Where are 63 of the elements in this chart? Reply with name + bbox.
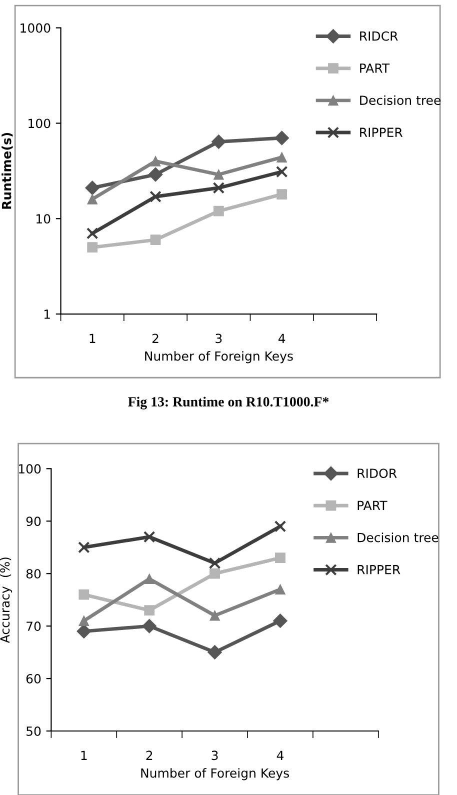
point [143, 530, 156, 543]
point [144, 574, 155, 584]
point [276, 166, 288, 178]
point [275, 584, 286, 595]
point [150, 156, 161, 166]
y-tick-label: 10 [36, 214, 50, 224]
point [87, 242, 98, 253]
x-tick-label: 4 [276, 750, 284, 760]
point [87, 194, 98, 204]
x-tick-label: 3 [212, 750, 218, 760]
point [210, 610, 220, 621]
y-tick-label: 80 [26, 569, 41, 579]
y-tick-label: 50 [26, 726, 41, 736]
point [210, 568, 220, 579]
point [150, 190, 162, 203]
y-tick-label: 100 [28, 118, 50, 128]
legend-label: RIPPER [360, 128, 403, 137]
point [208, 645, 222, 660]
point [208, 557, 221, 570]
point [211, 134, 226, 149]
point [78, 589, 90, 600]
legend-label: RIPPER [358, 565, 400, 574]
x-tick-label: 3 [216, 334, 222, 344]
caption: Fig 13: Runtime on R10.T1000.F* [128, 396, 329, 410]
point [213, 169, 224, 180]
point [274, 130, 290, 146]
point [213, 206, 224, 216]
point [148, 167, 163, 182]
x-tick-label: 2 [152, 334, 158, 343]
point [142, 618, 157, 634]
point [275, 552, 286, 564]
point [76, 624, 92, 639]
legend-label: PART [358, 500, 388, 510]
x-axis-title: Number of Foreign Keys [145, 351, 293, 364]
y-tick-label: 90 [26, 516, 41, 526]
point [144, 605, 155, 616]
legend-label: PART [360, 64, 390, 73]
x-tick-label: 2 [146, 750, 152, 760]
y-tick-label: 100 [18, 464, 41, 474]
x-tick-label: 1 [81, 750, 87, 760]
y-tick-label: 1 [44, 310, 50, 319]
x-tick-label: 4 [278, 334, 286, 343]
y-tick-label: 1000 [20, 23, 50, 33]
point [212, 182, 225, 194]
point [85, 180, 100, 196]
y-tick-label: 70 [26, 622, 41, 631]
legend-label: Decision tree [358, 532, 438, 542]
point [276, 152, 288, 162]
legend-label: Decision tree [360, 95, 441, 105]
point [274, 520, 286, 532]
point [276, 189, 288, 200]
point [273, 614, 288, 628]
y-axis-title: Accuracy (%) [0, 558, 12, 644]
x-tick-label: 1 [90, 334, 96, 343]
point [150, 234, 161, 245]
legend-label: RIDOR [358, 468, 397, 478]
point [86, 227, 98, 240]
y-tick-label: 60 [26, 674, 41, 684]
x-axis-title: Number of Foreign Keys [141, 768, 289, 780]
y-axis-title: Runtime(s) [2, 132, 13, 209]
point [78, 616, 90, 626]
legend-label: RIDCR [360, 31, 398, 41]
point [78, 541, 90, 554]
